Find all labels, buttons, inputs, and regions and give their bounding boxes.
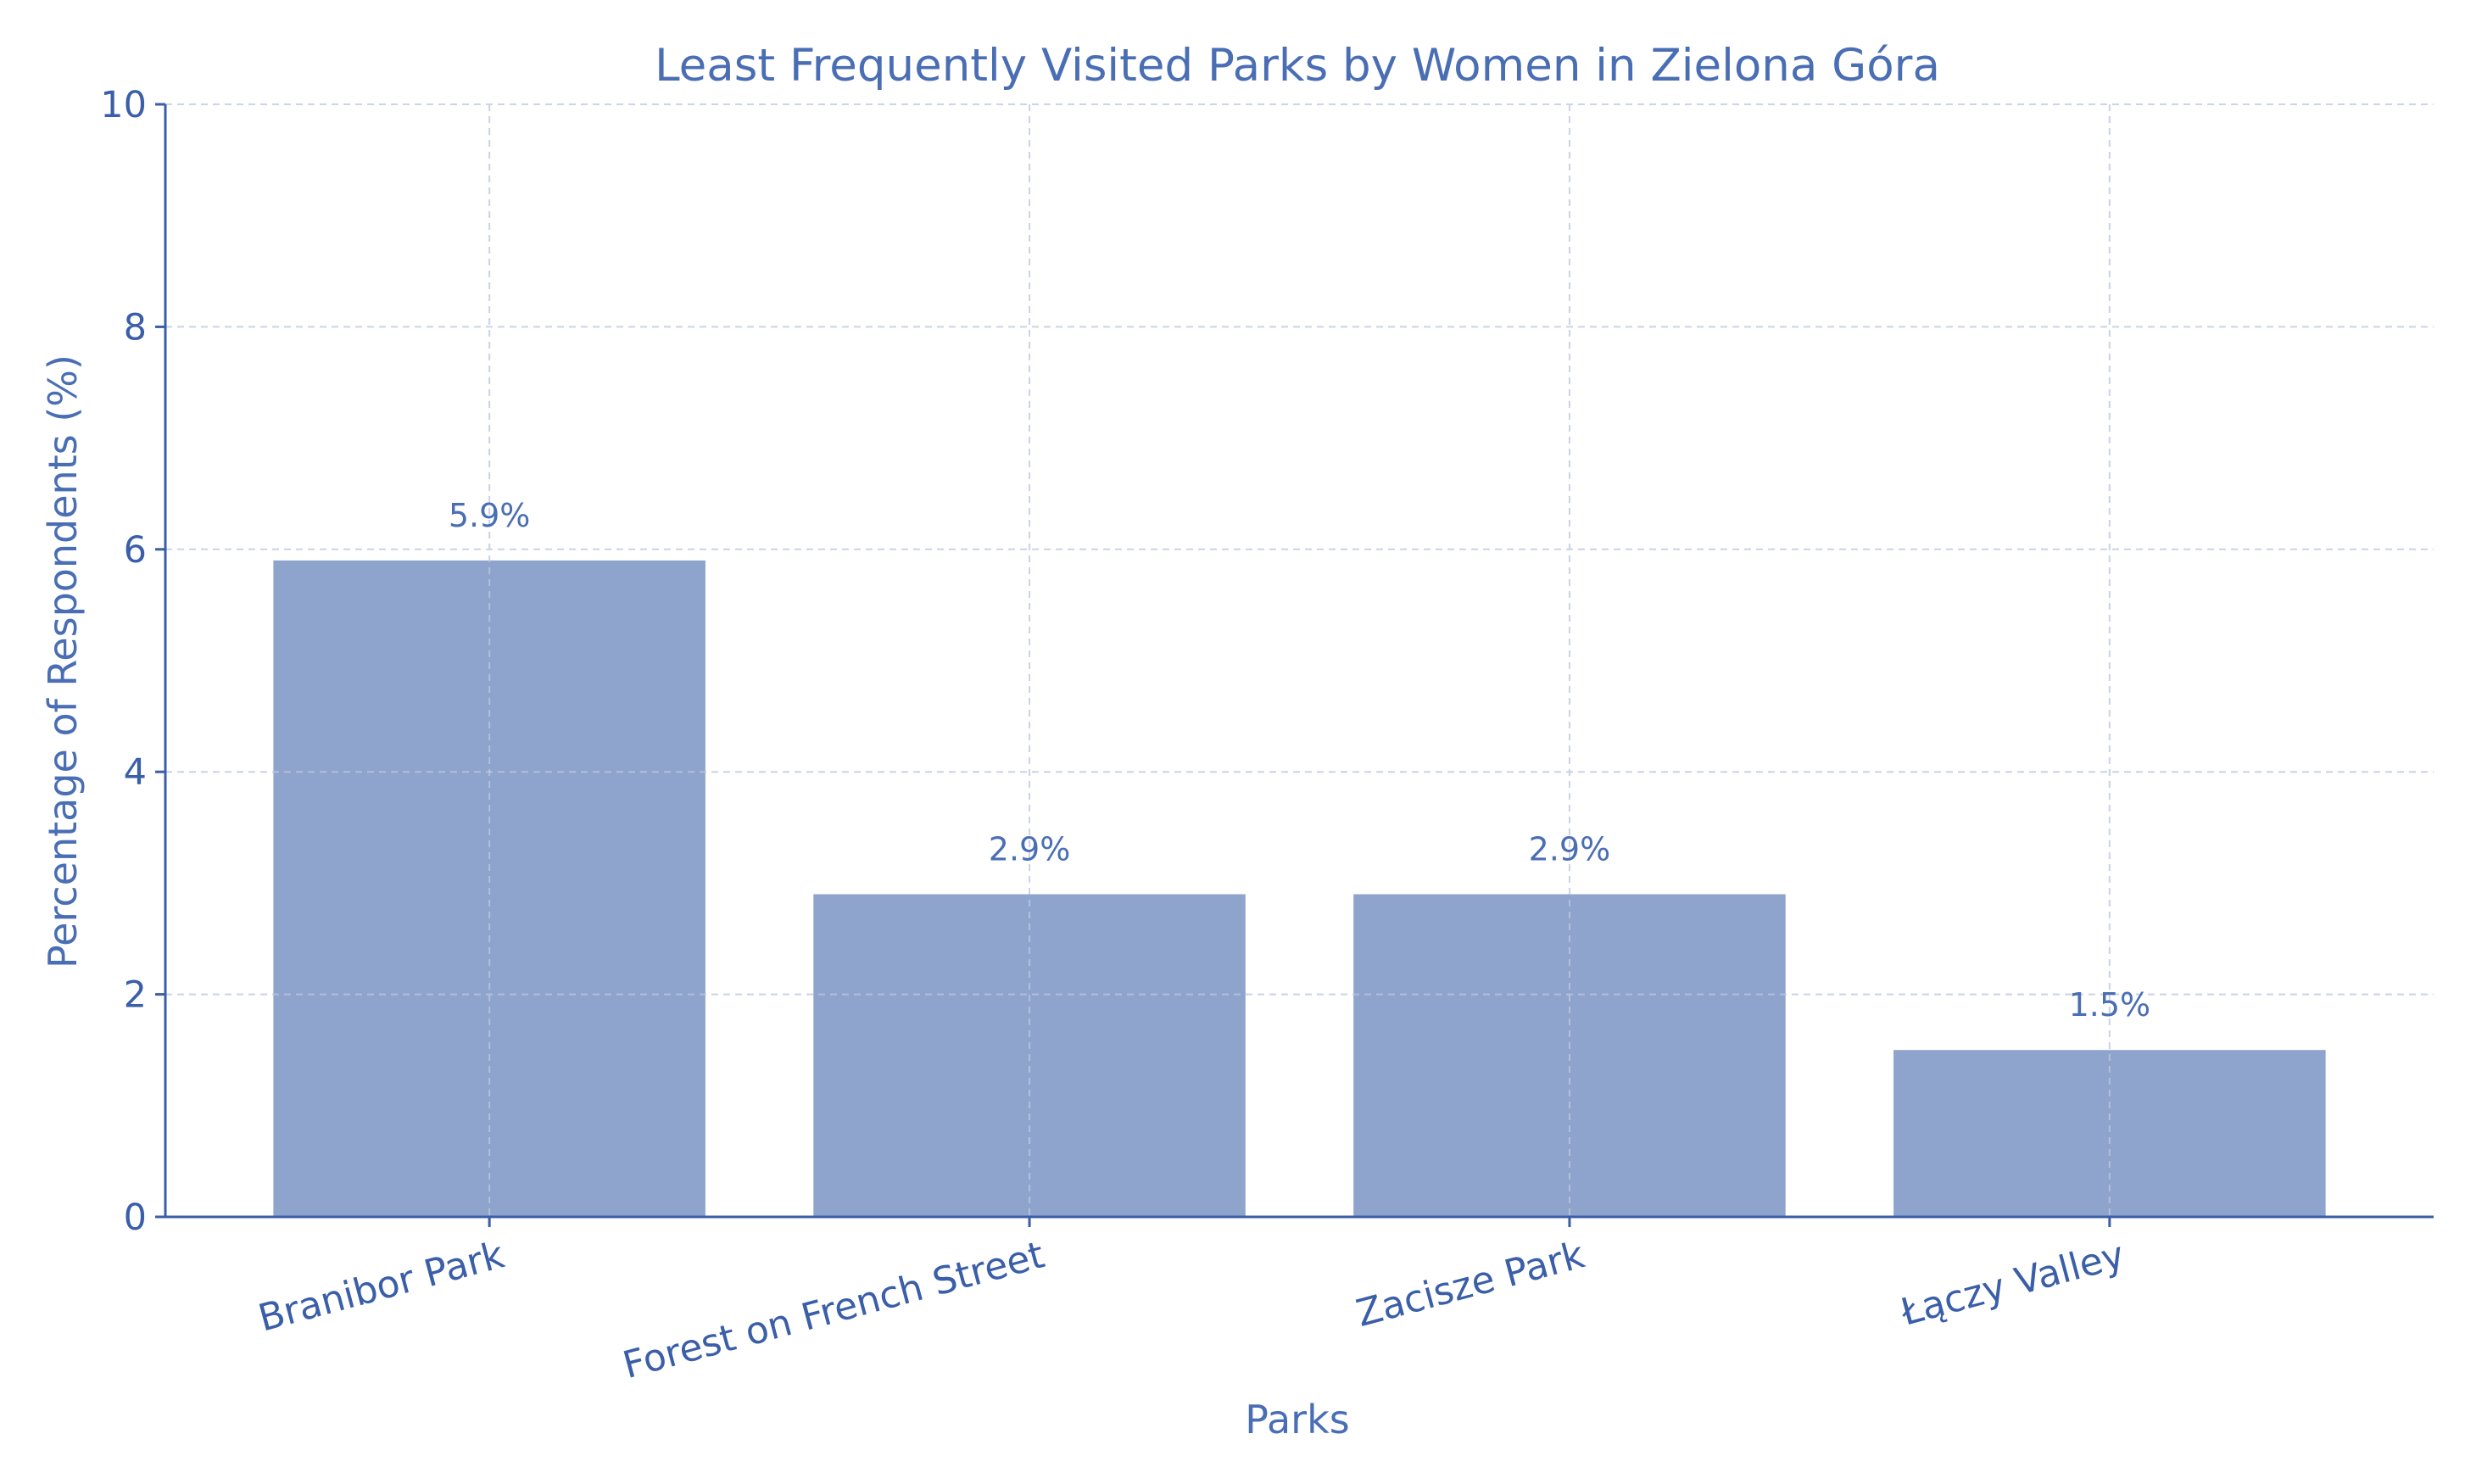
y-axis-title: Percentage of Respondents (%) bbox=[40, 354, 86, 968]
data-label: 2.9% bbox=[1529, 831, 1611, 868]
y-ticks: 0 2 4 6 8 10 bbox=[100, 84, 165, 1239]
data-labels: 5.9% 2.9% 2.9% 1.5% bbox=[449, 497, 2150, 1024]
chart-title: Least Frequently Visited Parks by Women … bbox=[655, 40, 1940, 92]
data-label: 1.5% bbox=[2069, 986, 2151, 1024]
x-ticks: Branibor Park Forest on French Street Zaci… bbox=[254, 1217, 2129, 1387]
y-tick-label: 0 bbox=[124, 1197, 147, 1239]
x-tick-label: Łączy Valley bbox=[1896, 1233, 2129, 1334]
y-tick-label: 10 bbox=[100, 84, 147, 126]
y-tick-label: 4 bbox=[124, 751, 147, 794]
data-label: 2.9% bbox=[989, 831, 1071, 868]
y-tick-label: 2 bbox=[124, 974, 147, 1017]
y-tick-label: 8 bbox=[124, 306, 147, 349]
bar bbox=[1893, 1050, 2326, 1217]
x-axis-title: Parks bbox=[1245, 1397, 1349, 1442]
data-label: 5.9% bbox=[449, 497, 531, 534]
x-tick-label: Zacisze Park bbox=[1352, 1233, 1589, 1336]
axes bbox=[164, 104, 2434, 1219]
x-tick-label: Forest on French Street bbox=[618, 1233, 1049, 1387]
x-tick-label: Branibor Park bbox=[254, 1233, 510, 1340]
y-tick-label: 6 bbox=[124, 529, 147, 572]
bars bbox=[165, 103, 2434, 1217]
